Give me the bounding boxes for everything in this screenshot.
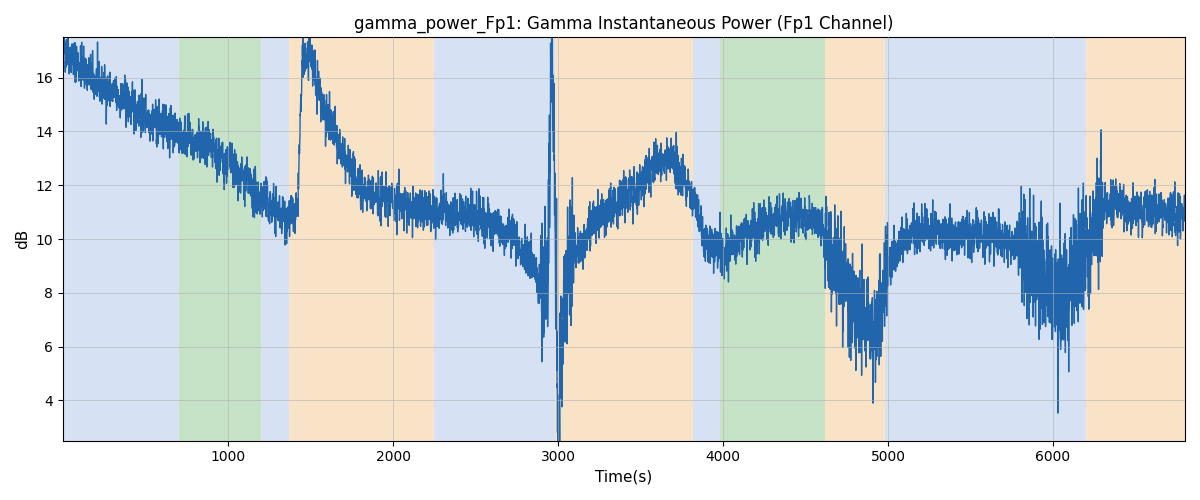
Bar <box>554 38 571 440</box>
Bar <box>434 38 554 440</box>
Bar <box>179 38 262 440</box>
Bar <box>96 38 179 440</box>
Bar <box>694 38 720 440</box>
Bar <box>884 38 1067 440</box>
Bar <box>720 38 826 440</box>
Bar <box>64 38 96 440</box>
X-axis label: Time(s): Time(s) <box>595 470 653 485</box>
Bar <box>571 38 694 440</box>
Title: gamma_power_Fp1: Gamma Instantaneous Power (Fp1 Channel): gamma_power_Fp1: Gamma Instantaneous Pow… <box>354 15 894 34</box>
Bar <box>1086 38 1184 440</box>
Y-axis label: dB: dB <box>16 229 30 249</box>
Bar <box>826 38 884 440</box>
Bar <box>262 38 289 440</box>
Bar <box>1067 38 1086 440</box>
Bar <box>289 38 434 440</box>
